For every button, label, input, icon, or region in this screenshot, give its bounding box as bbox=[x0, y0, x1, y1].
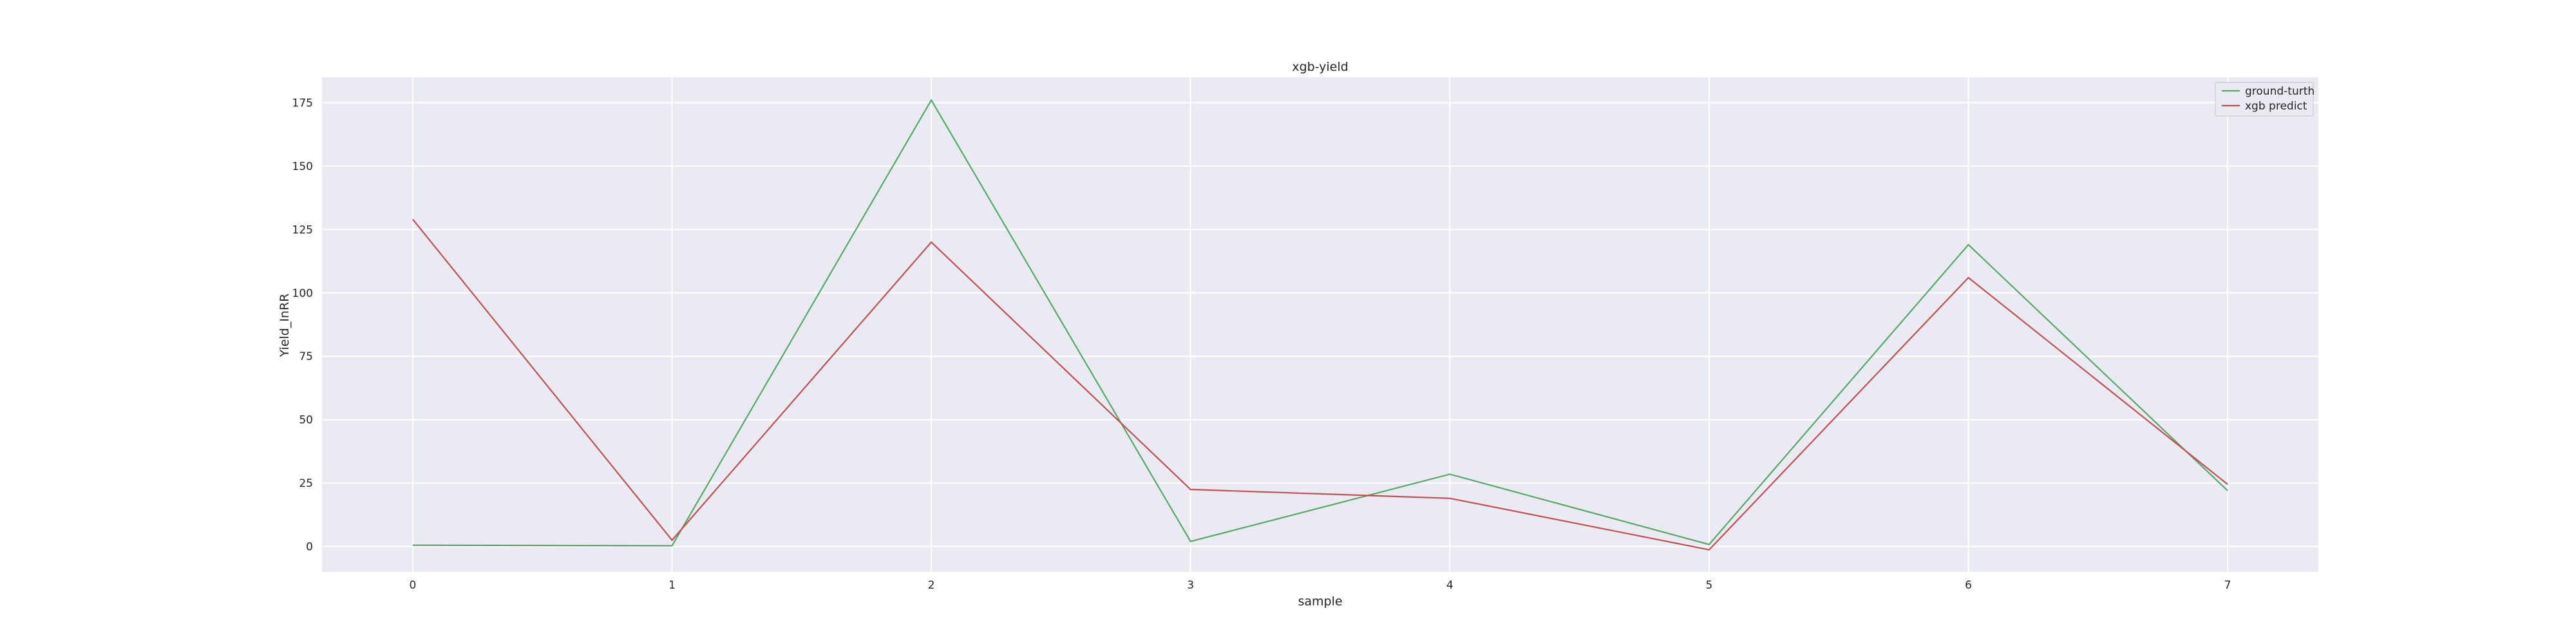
x-tick-label: 0 bbox=[409, 579, 416, 592]
x-tick-labels: 0 1 2 3 4 5 6 7 bbox=[409, 579, 2231, 592]
y-tick-label: 75 bbox=[299, 350, 313, 363]
x-tick-label: 6 bbox=[1965, 579, 1972, 592]
x-tick-label: 5 bbox=[1705, 579, 1712, 592]
y-tick-label: 125 bbox=[292, 223, 313, 236]
x-tick-label: 7 bbox=[2224, 579, 2231, 592]
y-tick-label: 0 bbox=[306, 541, 313, 554]
x-grid bbox=[412, 77, 2229, 572]
y-tick-label: 175 bbox=[292, 97, 313, 109]
y-tick-label: 50 bbox=[299, 414, 313, 427]
legend-label-ground-truth: ground-turth bbox=[2245, 85, 2315, 98]
legend: ground-turth xgb predict bbox=[2215, 82, 2315, 117]
x-tick-label: 2 bbox=[928, 579, 935, 592]
y-tick-label: 100 bbox=[292, 287, 313, 300]
x-tick-label: 3 bbox=[1187, 579, 1194, 592]
series-layer bbox=[412, 99, 2228, 551]
y-tick-label: 25 bbox=[299, 477, 313, 490]
x-tick-label: 1 bbox=[668, 579, 676, 592]
x-tick-label: 4 bbox=[1446, 579, 1454, 592]
legend-label-xgb-predict: xgb predict bbox=[2245, 100, 2307, 113]
series-line-xgb-predict bbox=[412, 218, 2228, 551]
y-axis-label: Yield_InRR bbox=[278, 294, 292, 358]
y-tick-label: 150 bbox=[292, 160, 313, 173]
plot-area bbox=[322, 77, 2318, 572]
y-grid bbox=[322, 102, 2318, 547]
chart-title: xgb-yield bbox=[1292, 60, 1348, 74]
series-line-ground-truth bbox=[412, 99, 2228, 547]
x-axis-label: sample bbox=[1298, 594, 1342, 609]
y-tick-labels: 0 25 50 75 100 125 150 175 bbox=[292, 97, 313, 553]
